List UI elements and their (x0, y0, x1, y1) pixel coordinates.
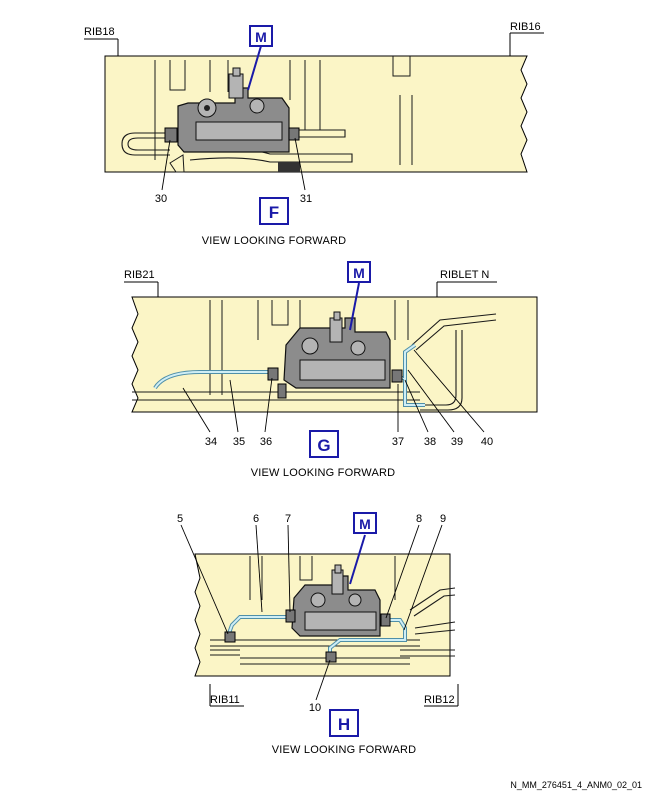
view-ref-label-f: F (269, 203, 279, 222)
item-label-7: 7 (285, 513, 291, 525)
item-label-31: 31 (300, 193, 312, 205)
item-label-38: 38 (424, 436, 436, 448)
rib-label-riblet-n: RIBLET N (440, 269, 489, 281)
structure-stiffeners (209, 300, 409, 395)
view-caption-f: VIEW LOOKING FORWARD (202, 235, 347, 247)
item-label-6: 6 (253, 513, 259, 525)
view-ref-label-g: G (317, 436, 330, 455)
view-ref-label-h: H (338, 715, 350, 734)
callout-m-leader (349, 534, 366, 585)
item-label-34: 34 (205, 436, 217, 448)
view-caption-g: VIEW LOOKING FORWARD (251, 467, 396, 479)
view-h: M 5 6 7 8 9 10 RIB11 RIB12 H VIEW LOOKIN… (177, 512, 459, 756)
item-label-30: 30 (155, 193, 167, 205)
callout-m-box (347, 261, 371, 283)
item-label-36: 36 (260, 436, 272, 448)
hydraulic-line (132, 391, 420, 401)
item-label-35: 35 (233, 436, 245, 448)
view-ref-box-f (259, 197, 289, 225)
view-f: RIB18 RIB16 (84, 21, 544, 247)
view-ref-box-g (309, 430, 339, 458)
view-g: RIB21 RIBLET N (124, 261, 538, 479)
riblet-line (400, 587, 456, 657)
callout-m-label: M (353, 265, 365, 281)
hydraulic-tube (226, 615, 407, 660)
item-label-39: 39 (451, 436, 463, 448)
rib-label-rib21: RIB21 (124, 269, 155, 281)
callout-m-leader (349, 282, 360, 331)
drawing-id: N_MM_276451_4_ANM0_02_01 (510, 780, 642, 790)
riblet-line (411, 313, 497, 411)
rib-label-rib11: RIB11 (210, 694, 240, 706)
callout-m-box (249, 25, 273, 47)
hydraulic-component (224, 564, 391, 663)
rib-label-rib18: RIB18 (84, 26, 115, 38)
structure-stiffeners (154, 56, 413, 165)
item-label-40: 40 (481, 436, 493, 448)
item-label-5: 5 (177, 513, 183, 525)
item-label-9: 9 (440, 513, 446, 525)
item-label-37: 37 (392, 436, 404, 448)
item-label-8: 8 (416, 513, 422, 525)
rib-label-rib16: RIB16 (510, 21, 541, 33)
hydraulic-component (164, 67, 300, 173)
callout-m-label: M (359, 516, 371, 532)
callout-m-leader (247, 45, 262, 91)
item-label-10: 10 (309, 702, 321, 714)
view-caption-h: VIEW LOOKING FORWARD (272, 744, 417, 756)
rib-label-rib12: RIB12 (424, 694, 455, 706)
callout-m-label: M (255, 29, 267, 45)
view-ref-box-h (329, 709, 359, 737)
callout-m-box (353, 512, 377, 534)
hydraulic-component (267, 311, 403, 399)
